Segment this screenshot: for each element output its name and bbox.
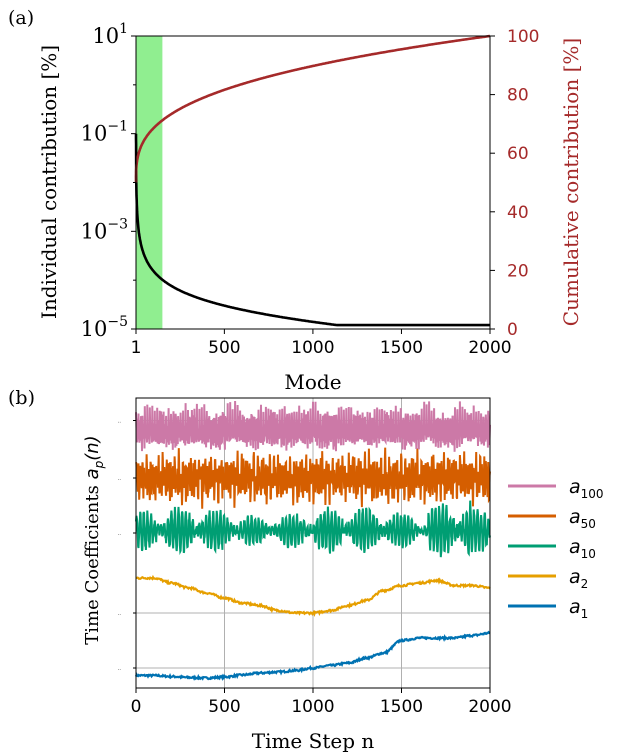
right-tick-label: 60 — [507, 144, 529, 164]
individual-contribution-line — [134, 133, 490, 327]
y-tick-label-b: .. — [118, 611, 122, 617]
left-tick-label: 10−5 — [81, 314, 128, 341]
right-tick-label: 80 — [507, 86, 529, 106]
legend-label: a10 — [569, 536, 596, 561]
x-tick-label-b: 1500 — [380, 697, 423, 717]
y-axis-label-b: Time Coefficients ap(n) — [82, 435, 106, 644]
left-tick-label: 101 — [92, 21, 128, 48]
series-a1-line — [134, 630, 491, 682]
x-tick-label: 500 — [208, 338, 240, 358]
highlight-band — [136, 36, 163, 329]
cumulative-contribution-line — [134, 34, 491, 183]
y-tick-label-b: .. — [118, 666, 122, 672]
x-tick-label-b: 500 — [208, 697, 240, 717]
series-a10-line — [135, 500, 491, 558]
panel-b: .......... 0 500 1000 1500 2000 (b) Time Step n… — [8, 387, 604, 753]
legend-label: a50 — [569, 506, 596, 531]
left-tick-label: 10−1 — [81, 119, 128, 146]
x-tick-label: 1500 — [380, 338, 423, 358]
series-a2-line — [135, 574, 491, 618]
panel-label-b: (b) — [8, 387, 35, 409]
series-a100-line — [135, 400, 491, 452]
right-tick-label: 40 — [507, 203, 529, 223]
y-tick-label-b: .. — [118, 531, 122, 537]
right-tick-label: 100 — [507, 27, 539, 47]
y-axis-label-left: Individual contribution [%] — [37, 45, 61, 319]
x-tick-label-b: 1000 — [291, 697, 334, 717]
series-a50-line — [135, 447, 491, 509]
x-tick-label-b: 2000 — [468, 697, 511, 717]
right-tick-label: 0 — [507, 320, 518, 340]
left-tick-label: 10−3 — [81, 216, 128, 243]
x-tick-label: 1000 — [291, 338, 334, 358]
legend-label: a2 — [569, 566, 588, 591]
x-tick-label: 2000 — [468, 338, 511, 358]
panel-label-a: (a) — [8, 7, 34, 29]
x-axis-label-a: Mode — [284, 370, 341, 394]
legend-label: a1 — [569, 596, 588, 621]
legend-label: a100 — [569, 476, 604, 501]
x-axis-label-b: Time Step n — [252, 729, 375, 753]
x-tick-label-b: 0 — [131, 697, 142, 717]
legend: a100 a50 a10 a2 a1 — [508, 476, 604, 621]
plot-frame-a — [135, 35, 491, 330]
y-tick-label-b: .. — [118, 419, 122, 425]
y-tick-label-b: .. — [118, 476, 122, 482]
x-tick-label: 1 — [131, 338, 142, 358]
right-tick-label: 20 — [507, 261, 529, 281]
y-axis-label-right: Cumulative contribution [%] — [559, 38, 583, 326]
